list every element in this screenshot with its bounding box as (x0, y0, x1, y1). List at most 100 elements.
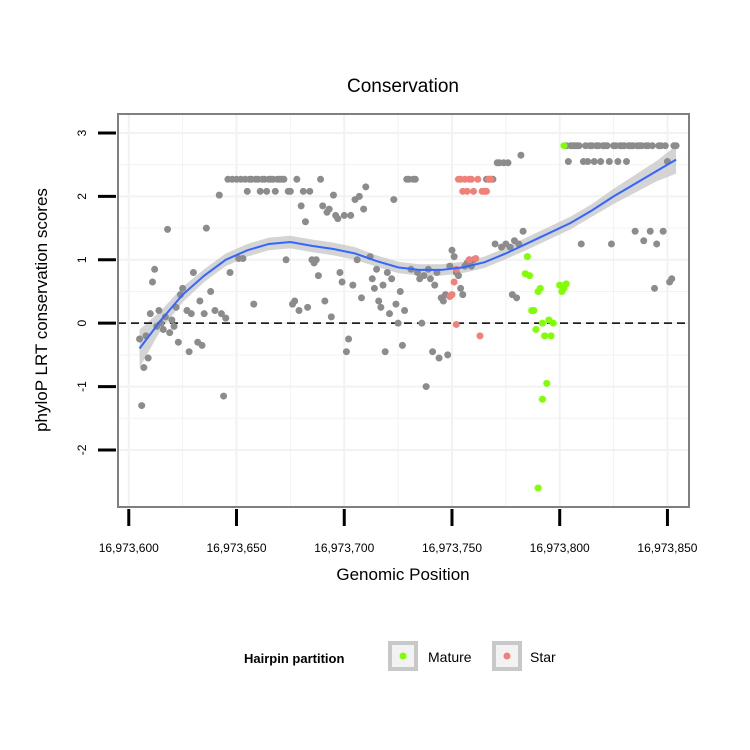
point-other (349, 281, 357, 289)
point-other (200, 310, 208, 318)
legend-label-star: Star (530, 649, 556, 665)
point-other (519, 227, 527, 235)
point-other (327, 313, 335, 321)
point-star (482, 187, 490, 195)
point-other (338, 278, 346, 286)
point-other (271, 187, 279, 195)
point-other (435, 354, 443, 362)
chart-title: Conservation (347, 76, 459, 97)
point-other (383, 268, 391, 276)
x-tick-label: 16,973,700 (314, 541, 374, 555)
point-other (174, 338, 182, 346)
series-mature (521, 142, 570, 492)
y-tick-label: 2 (75, 193, 89, 200)
point-other (140, 364, 148, 372)
point-other (345, 335, 353, 343)
point-other (336, 268, 344, 276)
point-other (286, 187, 294, 195)
point-other (605, 158, 613, 166)
point-mature (532, 326, 540, 334)
point-other (368, 275, 376, 283)
point-other (648, 142, 656, 150)
point-other (422, 383, 430, 391)
point-other (161, 313, 169, 321)
point-other (504, 159, 512, 167)
point-other (222, 314, 230, 322)
point-other (243, 187, 251, 195)
point-other (136, 335, 144, 343)
point-other (631, 227, 639, 235)
point-other (668, 275, 676, 283)
smooth-line (138, 158, 677, 350)
point-other (347, 211, 355, 219)
point-other (584, 158, 592, 166)
point-other (362, 183, 370, 191)
point-other (164, 225, 172, 233)
point-other (360, 205, 368, 213)
point-mature (543, 379, 551, 387)
point-other (450, 253, 458, 261)
point-other (166, 329, 174, 337)
point-other (653, 240, 661, 248)
point-other (448, 246, 456, 254)
point-star (470, 187, 478, 195)
point-other (334, 215, 342, 223)
point-other (299, 187, 307, 195)
point-other (297, 202, 305, 210)
point-other (603, 142, 611, 150)
point-other (385, 310, 393, 318)
point-other (381, 348, 389, 356)
point-other (401, 307, 409, 314)
point-other (325, 205, 333, 213)
point-other (198, 341, 206, 349)
point-mature (560, 142, 568, 150)
point-other (196, 297, 204, 305)
point-other (418, 319, 426, 327)
point-other (506, 243, 514, 251)
point-other (146, 310, 154, 318)
x-axis-title: Genomic Position (336, 565, 469, 584)
panel-border (117, 113, 690, 508)
point-other (321, 297, 329, 305)
point-mature (538, 395, 546, 403)
point-other (513, 294, 521, 302)
point-other (306, 187, 314, 195)
series-star (446, 175, 495, 340)
point-other (575, 142, 583, 150)
point-other (263, 187, 271, 195)
point-other (590, 158, 598, 166)
legend: Hairpin partition Mature Star (244, 641, 556, 671)
point-other (220, 392, 228, 400)
point-other (377, 303, 385, 311)
point-other (623, 158, 631, 166)
point-other (672, 142, 680, 150)
point-other (187, 310, 195, 318)
point-other (226, 268, 234, 276)
point-other (390, 196, 398, 204)
point-other (659, 227, 667, 235)
point-other (355, 192, 363, 200)
point-other (319, 202, 327, 210)
legend-label-mature: Mature (428, 649, 472, 665)
point-other (439, 297, 447, 305)
point-mature (538, 319, 546, 327)
point-other (597, 158, 605, 166)
point-star (476, 332, 484, 340)
point-other (396, 287, 404, 295)
point-other (329, 191, 337, 199)
point-other (426, 275, 434, 283)
point-other (202, 224, 210, 232)
point-other (444, 351, 452, 359)
x-axis: 16,973,600 16,973,650 16,973,700 16,973,750… (99, 509, 698, 555)
y-axis: -2 -1 0 1 2 3 (75, 129, 116, 455)
x-tick-label: 16,973,800 (530, 541, 590, 555)
point-other (614, 158, 622, 166)
point-other (170, 322, 178, 330)
legend-dot-star (503, 652, 511, 660)
point-mature (536, 284, 544, 292)
point-other (651, 284, 659, 292)
point-other (577, 240, 585, 248)
point-other (211, 307, 219, 314)
point-mature (523, 253, 531, 261)
